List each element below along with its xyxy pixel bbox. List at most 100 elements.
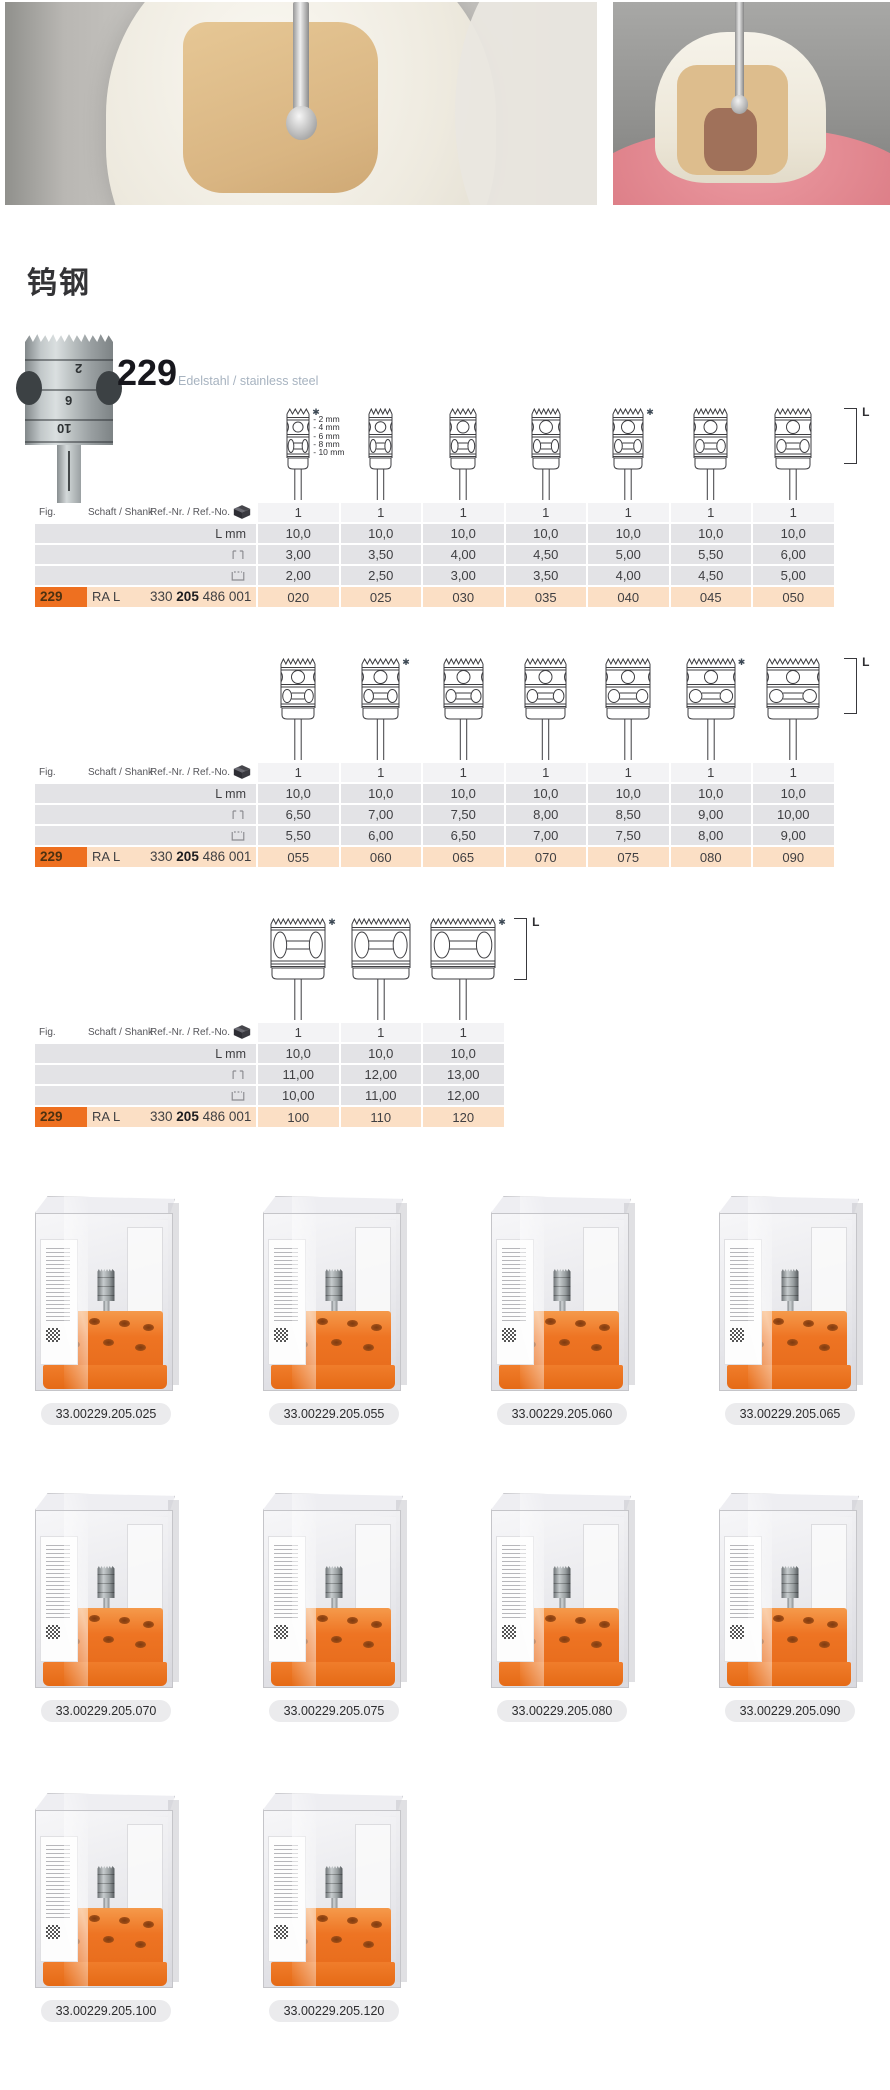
qr-code-icon (274, 1925, 288, 1939)
size-table-3: ✱ ✱ L Fig. Schaft / Shank Ref.-Nr. / Ref.-… (35, 915, 890, 1127)
bur-head-art (97, 1269, 115, 1301)
head-diameter-row: 2,00 2,50 3,00 3,50 4,00 4,50 5,00 (35, 566, 890, 585)
qr-code-icon (46, 1328, 60, 1342)
pack-count-cell: 1 (340, 503, 421, 522)
length-bracket-label: L (862, 655, 870, 669)
head-length-value-cell: 4,50 (505, 545, 586, 564)
box-gloss (64, 1492, 88, 1688)
bur-diagram (423, 408, 504, 501)
bur-head-art (781, 1269, 799, 1301)
order-code-label: 33.00229.205.070 (40, 1700, 172, 1722)
head-length-value-cell: 9,00 (670, 805, 751, 824)
size-table-1: ✱ - 2 mm - 4 mm - 6 mm - 8 mm - 10 mm ✱ L Fig. … (35, 405, 890, 607)
head-diameter-value-cell: 6,50 (423, 826, 504, 845)
size-table-2: ✱ ✱ L Fig. Schaft / Shank Ref.-Nr. / Ref.-… (35, 655, 890, 867)
col-header-shank: Schaft / Shank (88, 1027, 154, 1038)
depth-marking: 2 (75, 361, 83, 376)
qr-code-icon (730, 1328, 744, 1342)
depth-label: - 6 mm (313, 430, 340, 441)
bur-stand-front (43, 1962, 167, 1986)
bur-head-art (97, 1566, 115, 1598)
bur-diagram (423, 658, 504, 761)
package-photo (259, 1790, 409, 1990)
qr-code-icon (730, 1625, 744, 1639)
bur-head-art (325, 1866, 343, 1898)
package-row-1: 33.00229.205.025 33.00229.205.055 (30, 1193, 866, 1425)
table-header-row: Fig. Schaft / Shank Ref.-Nr. / Ref.-No. … (35, 1023, 890, 1042)
order-code-label: 33.00229.205.065 (724, 1403, 856, 1425)
bur-shaft-illustration (293, 2, 309, 118)
length-value-cell: 10,0 (588, 524, 669, 543)
col-header-ref: Ref.-Nr. / Ref.-No. (150, 767, 231, 778)
product-box: 33.00229.205.060 (486, 1193, 638, 1425)
box-side-face (624, 1500, 635, 1682)
bur-diagram-row: ✱ - 2 mm - 4 mm - 6 mm - 8 mm - 10 mm ✱ L (35, 405, 890, 503)
pack-count-cell: 1 (423, 503, 504, 522)
box-gloss (292, 1195, 316, 1391)
package-box-art (259, 1790, 409, 1990)
bur-shank-art (57, 445, 81, 505)
bur-head-art (553, 1269, 571, 1301)
head-length-value-cell: 4,00 (423, 545, 504, 564)
table-header-row: Fig. Schaft / Shank Ref.-Nr. / Ref.-No. … (35, 763, 890, 782)
length-bracket: L (843, 405, 870, 464)
head-length-value-cell: 10,00 (753, 805, 834, 824)
head-length-value-cell: 6,50 (258, 805, 339, 824)
head-diameter-row: 10,00 11,00 12,00 (35, 1086, 890, 1105)
ref-number-cell: 330 205 486 001 (150, 589, 252, 604)
head-length-icon (232, 1069, 244, 1079)
depth-scale-labels: - 2 mm - 4 mm - 6 mm - 8 mm - 10 mm (313, 415, 345, 458)
head-length-value-cell: 8,00 (505, 805, 586, 824)
head-length-value-cell: 11,00 (258, 1065, 339, 1084)
bur-diagram (258, 658, 339, 761)
package-icon (233, 505, 251, 519)
bur-diagram (506, 658, 587, 761)
length-value-cell: 10,0 (340, 524, 421, 543)
length-row-label: L mm (215, 526, 246, 541)
bur-diagram (753, 658, 834, 761)
head-length-value-cell: 12,00 (340, 1065, 421, 1084)
size-cell: 050 (753, 587, 834, 607)
ref-number-cell: 330 205 486 001 (150, 849, 252, 864)
length-value-cell: 10,0 (258, 784, 339, 803)
package-photo (31, 1790, 181, 1990)
head-length-value-cell: 5,50 (670, 545, 751, 564)
size-cell: 040 (588, 587, 669, 607)
size-cell: 080 (670, 847, 751, 867)
head-length-icon (232, 549, 244, 559)
length-row: L mm 10,0 10,0 10,0 10,0 10,0 10,0 10,0 (35, 784, 890, 803)
size-cell: 055 (258, 847, 339, 867)
box-gloss (520, 1195, 544, 1391)
head-diameter-value-cell: 11,00 (340, 1086, 421, 1105)
length-bracket-label: L (532, 915, 540, 929)
order-code-label: 33.00229.205.080 (496, 1700, 628, 1722)
bur-marking-line (25, 389, 113, 391)
product-box: 33.00229.205.080 (486, 1490, 638, 1722)
size-cell: 070 (505, 847, 586, 867)
package-box-art (259, 1490, 409, 1690)
pack-count-cell: 1 (670, 503, 751, 522)
bur-marking-line (25, 441, 113, 443)
package-box-art (31, 1193, 181, 1393)
head-diameter-value-cell: 4,50 (670, 566, 751, 585)
package-box-art (487, 1193, 637, 1393)
head-diameter-value-cell: 6,00 (340, 826, 421, 845)
package-photo (259, 1193, 409, 1393)
col-header-ref: Ref.-Nr. / Ref.-No. (150, 507, 231, 518)
pack-count-cell: 1 (258, 503, 339, 522)
bur-stand-front (727, 1662, 851, 1686)
bur-marking-line (25, 359, 113, 361)
head-length-value-cell: 13,00 (423, 1065, 504, 1084)
length-value-cell: 10,0 (258, 1044, 339, 1063)
figure-number: 229 (117, 352, 178, 393)
bur-diagram (671, 408, 752, 501)
size-cell: 025 (340, 587, 421, 607)
reference-row: 229 RA L 330 205 486 001 100 110 120 (35, 1107, 890, 1127)
depth-label: - 10 mm (313, 447, 345, 458)
head-length-value-cell: 5,00 (588, 545, 669, 564)
bur-window-left (16, 371, 42, 405)
head-diameter-row: 5,50 6,00 6,50 7,00 7,50 8,00 9,00 (35, 826, 890, 845)
bur-diagram (341, 408, 422, 501)
asterisk-marker: ✱ (402, 657, 410, 667)
